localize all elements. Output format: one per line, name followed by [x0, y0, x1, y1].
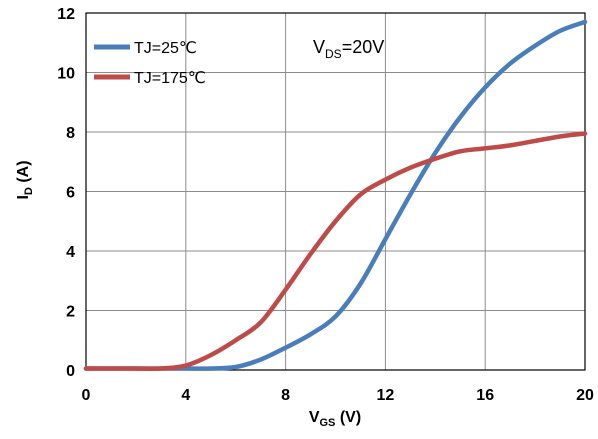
y-tick-label: 8 [66, 125, 75, 142]
plot-frame [85, 12, 586, 371]
y-tick-label: 6 [66, 185, 75, 202]
series-line-1 [83, 131, 588, 371]
vds-annotation: VDS=20V [313, 37, 384, 61]
y-tick-label: 10 [57, 66, 75, 83]
x-axis-title: VGS (V) [309, 409, 361, 429]
series-layer [83, 19, 588, 371]
vds-annotation-sub: DS [325, 47, 342, 61]
x-tick-label: 4 [181, 387, 190, 404]
legend: TJ=25℃ TJ=175℃ [94, 40, 206, 87]
legend-label-175c: TJ=175℃ [134, 70, 206, 87]
y-axis-title-main: I [15, 195, 32, 199]
grid [85, 12, 586, 371]
x-tick-label: 8 [281, 387, 290, 404]
legend-label-25c: TJ=25℃ [134, 40, 197, 57]
x-tick-label: 0 [82, 387, 91, 404]
x-tick-label: 12 [377, 387, 395, 404]
y-tick-label: 0 [66, 363, 75, 380]
vds-annotation-main: V [313, 37, 325, 57]
y-axis-title-rest: (A) [15, 160, 32, 187]
x-axis-title-sub: GS [319, 417, 335, 429]
y-axis-title: ID (A) [15, 160, 35, 199]
tick-labels: 0 2 4 6 8 10 12 0 4 8 12 16 20 [57, 6, 594, 404]
x-axis-title-main: V [309, 409, 320, 426]
y-tick-label: 2 [66, 304, 75, 321]
x-axis-title-rest: (V) [335, 409, 361, 426]
y-tick-label: 4 [66, 244, 75, 261]
vds-annotation-rest: =20V [342, 37, 385, 57]
y-axis-title-sub: D [23, 187, 35, 195]
x-tick-label: 16 [476, 387, 494, 404]
y-tick-label: 12 [57, 6, 75, 23]
x-tick-label: 20 [576, 387, 594, 404]
